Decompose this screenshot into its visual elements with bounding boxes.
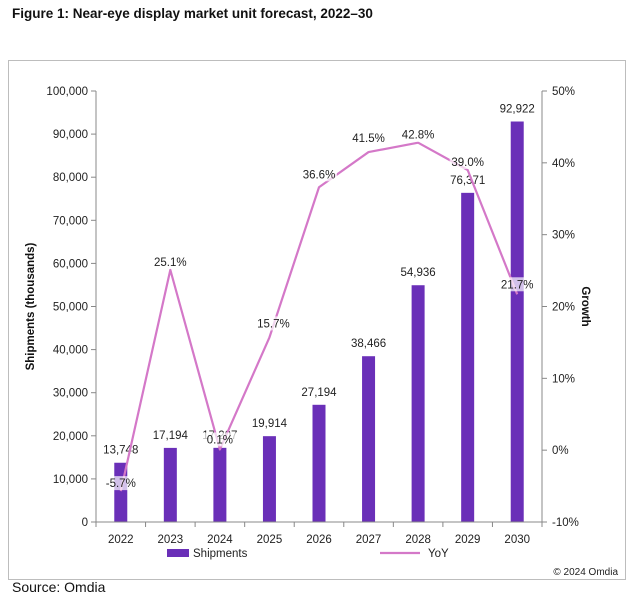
yoy-label: 15.7% bbox=[257, 318, 290, 330]
yoy-label: 41.5% bbox=[352, 133, 385, 145]
shipments-bar-label: 27,194 bbox=[301, 387, 337, 399]
legend: Shipments YoY bbox=[167, 548, 449, 560]
legend-yoy-label: YoY bbox=[428, 548, 449, 560]
yoy-label: 36.6% bbox=[303, 169, 336, 181]
x-tick-label: 2027 bbox=[356, 534, 382, 546]
y2-tick-label: 10% bbox=[552, 373, 575, 385]
y2-tick-label: 50% bbox=[552, 86, 575, 98]
y-tick-label: 40,000 bbox=[53, 345, 88, 357]
x-tick-label: 2022 bbox=[108, 534, 134, 546]
x-axis-ticks: 2022 2023 2024 2025 2026 2027 2028 2029 2030 bbox=[95, 522, 543, 546]
yoy-label-bg bbox=[102, 476, 139, 491]
right-axis-ticks: -10% 0% 10% 20% 30% 40% 50% bbox=[542, 86, 579, 529]
y-tick-label: 10,000 bbox=[53, 474, 88, 486]
x-tick-label: 2025 bbox=[257, 534, 283, 546]
x-tick-label: 2024 bbox=[207, 534, 233, 546]
shipments-bar bbox=[312, 404, 326, 522]
yoy-label-bg bbox=[499, 277, 536, 292]
y2-tick-label: 0% bbox=[552, 445, 569, 457]
shipments-bar bbox=[461, 192, 475, 522]
y2-tick-label: 30% bbox=[552, 230, 575, 242]
yoy-label-bg bbox=[301, 167, 337, 182]
y2-tick-label: -10% bbox=[552, 517, 579, 529]
yoy-labels: -5.7% 25.1% 0.1% 15.7% 36.6% 41.5% 42.8% 39.0% 2… bbox=[102, 127, 536, 491]
x-tick-label: 2023 bbox=[158, 534, 184, 546]
yoy-label-bg bbox=[255, 316, 292, 331]
x-tick-label: 2028 bbox=[405, 534, 431, 546]
shipments-bar bbox=[362, 356, 376, 522]
source-text: Source: Omdia bbox=[12, 579, 106, 595]
yoy-label: -5.7% bbox=[106, 478, 136, 490]
shipments-bar-label: 17,194 bbox=[153, 430, 189, 442]
yoy-label-bg bbox=[400, 127, 437, 142]
legend-shipments-swatch bbox=[167, 549, 189, 557]
y2-tick-label: 40% bbox=[552, 158, 575, 170]
shipments-bar-label: 92,922 bbox=[500, 104, 535, 116]
y2-tick-label: 20% bbox=[552, 302, 575, 314]
shipments-bar bbox=[411, 285, 425, 522]
yoy-label: 0.1% bbox=[207, 434, 233, 446]
yoy-label-bg bbox=[201, 432, 238, 447]
y-tick-label: 80,000 bbox=[53, 172, 88, 184]
shipments-bar bbox=[262, 436, 276, 522]
y-tick-label: 90,000 bbox=[53, 129, 88, 141]
yoy-label: 21.7% bbox=[501, 279, 534, 291]
shipments-bar bbox=[510, 121, 524, 523]
y-tick-label: 100,000 bbox=[46, 86, 88, 98]
legend-shipments-label: Shipments bbox=[193, 548, 248, 560]
shipments-bar-label: 38,466 bbox=[351, 338, 386, 350]
shipments-bar bbox=[213, 447, 227, 522]
shipments-bar-label: 54,936 bbox=[401, 267, 436, 279]
axes bbox=[95, 91, 543, 523]
y-tick-label: 60,000 bbox=[53, 258, 88, 270]
figure-title: Figure 1: Near-eye display market unit f… bbox=[12, 6, 373, 21]
chart-frame bbox=[8, 60, 626, 580]
y-tick-label: 70,000 bbox=[53, 215, 88, 227]
yoy-label: 25.1% bbox=[154, 257, 187, 269]
y-tick-label: 50,000 bbox=[53, 302, 88, 314]
y-tick-label: 20,000 bbox=[53, 431, 88, 443]
yoy-label-bg bbox=[449, 155, 486, 170]
copyright-text: © 2024 Omdia bbox=[553, 567, 618, 578]
x-tick-label: 2030 bbox=[504, 534, 530, 546]
yoy-label: 39.0% bbox=[451, 157, 484, 169]
y-axis-title: Shipments (thousands) bbox=[25, 242, 37, 370]
left-axis-ticks: 0 10,000 20,000 30,000 40,000 50,000 60,000 70,… bbox=[46, 86, 96, 529]
y-tick-label: 30,000 bbox=[53, 388, 88, 400]
yoy-label-bg bbox=[152, 254, 189, 269]
shipments-bar-label: 19,914 bbox=[252, 418, 288, 430]
x-tick-label: 2026 bbox=[306, 534, 332, 546]
shipments-bar-label: 13,748 bbox=[103, 445, 138, 457]
y-tick-label: 0 bbox=[82, 517, 88, 529]
shipments-bar-label: 76,371 bbox=[450, 175, 485, 187]
y2-axis-title: Growth bbox=[579, 286, 591, 326]
yoy-label: 42.8% bbox=[402, 130, 435, 142]
shipments-bar bbox=[163, 447, 177, 522]
x-tick-label: 2029 bbox=[455, 534, 481, 546]
yoy-label-bg bbox=[350, 131, 387, 146]
